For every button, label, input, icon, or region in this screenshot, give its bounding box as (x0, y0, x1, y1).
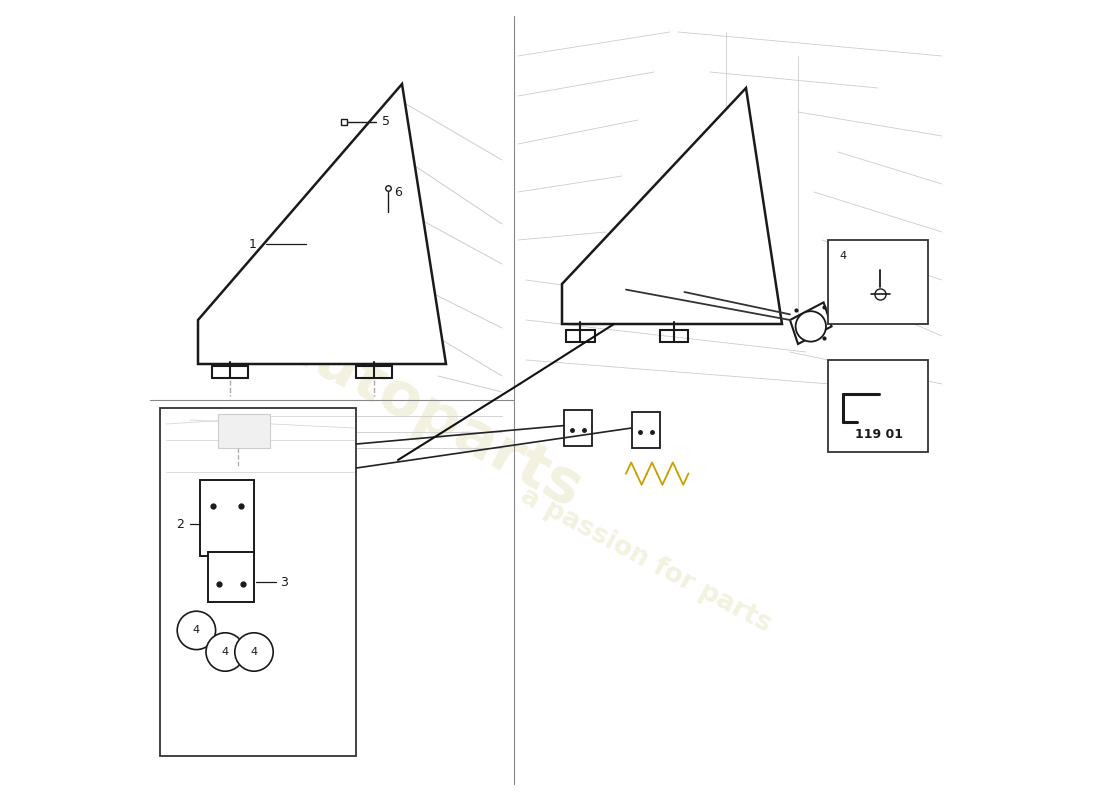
Circle shape (234, 633, 273, 671)
Bar (828, 360, 928, 452)
Polygon shape (790, 302, 832, 344)
Text: 4: 4 (839, 251, 847, 261)
Text: a passion for parts: a passion for parts (516, 482, 776, 638)
Circle shape (206, 633, 244, 671)
Bar (160, 408, 355, 756)
Polygon shape (198, 84, 446, 364)
Text: 119 01: 119 01 (855, 428, 903, 441)
Bar (199, 480, 254, 556)
Text: autoparts: autoparts (267, 311, 592, 521)
Text: 2: 2 (176, 518, 185, 530)
Text: 1: 1 (249, 238, 256, 250)
Text: 4: 4 (251, 647, 257, 657)
Circle shape (795, 311, 826, 342)
Text: 4: 4 (221, 647, 229, 657)
Circle shape (177, 611, 216, 650)
Polygon shape (562, 88, 782, 324)
Text: 4: 4 (192, 626, 200, 635)
Bar (631, 412, 660, 448)
Text: 3: 3 (280, 576, 288, 589)
Bar (828, 240, 928, 324)
Bar (218, 414, 270, 448)
Text: 6: 6 (394, 186, 402, 198)
Text: 5: 5 (382, 115, 390, 128)
Bar (208, 552, 254, 602)
Bar (563, 410, 593, 446)
